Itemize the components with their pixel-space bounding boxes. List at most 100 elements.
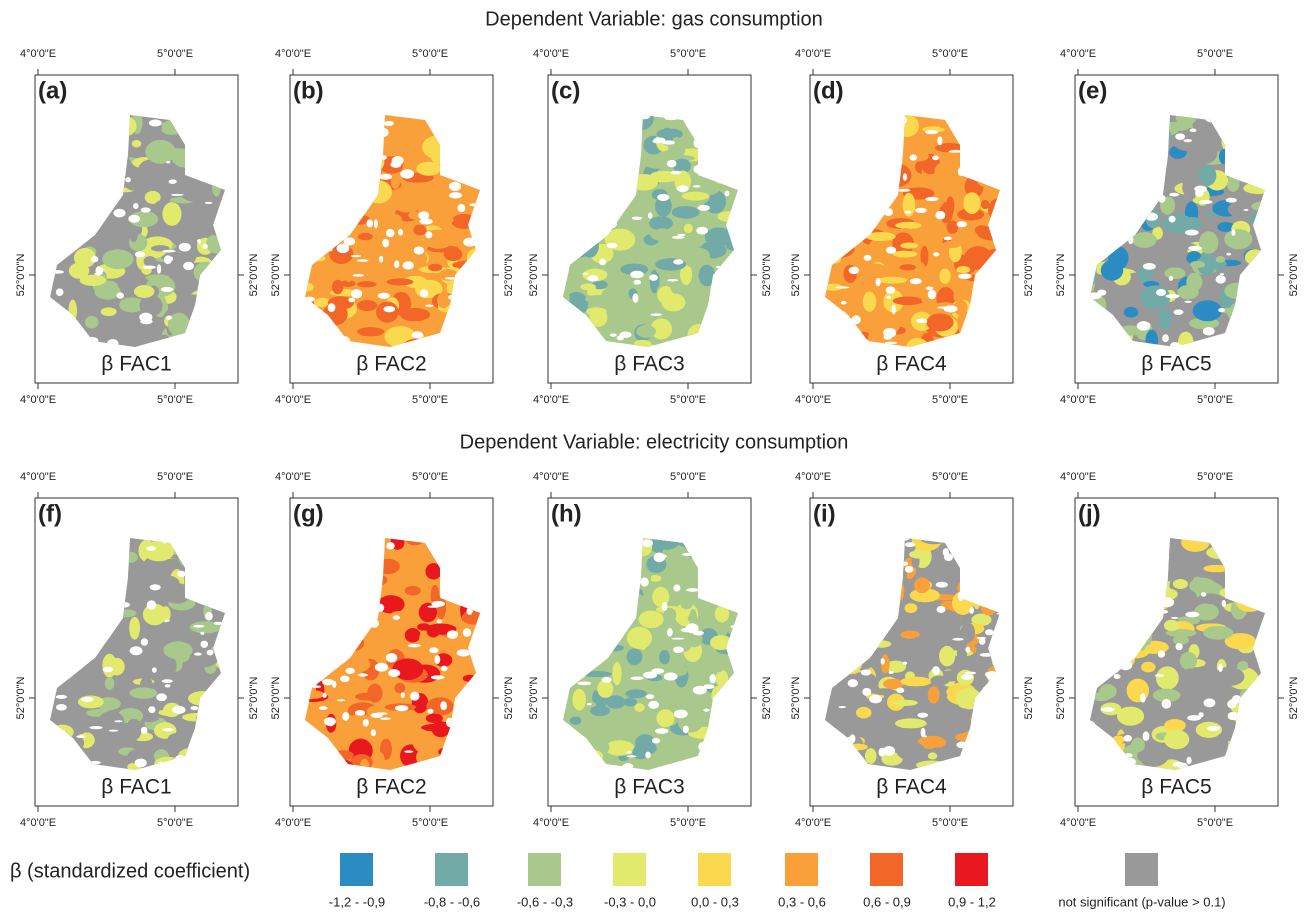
- gap: [128, 214, 141, 223]
- region: [846, 724, 874, 738]
- lon-label: 4°0'0"E: [20, 394, 56, 406]
- lon-label: 4°0'0"E: [795, 394, 831, 406]
- gap: [673, 259, 684, 265]
- region: [161, 148, 191, 158]
- gap: [397, 228, 404, 236]
- region: [942, 240, 961, 249]
- region: [946, 220, 959, 234]
- gap: [343, 237, 356, 246]
- region: [936, 631, 950, 647]
- gap: [1195, 189, 1204, 197]
- lat-label: 52°0'0"N: [528, 254, 540, 297]
- region: [356, 281, 377, 288]
- region: [143, 540, 175, 562]
- region: [580, 283, 596, 291]
- region: [167, 259, 187, 275]
- region: [413, 224, 427, 236]
- map-panel: [34, 74, 239, 384]
- gap: [985, 629, 994, 636]
- lon-label: 4°0'0"E: [20, 471, 56, 483]
- map-panel: [289, 497, 494, 807]
- region: [971, 613, 992, 627]
- gap: [322, 678, 334, 686]
- gap: [1154, 674, 1164, 678]
- panel-letter: (j): [1078, 500, 1101, 527]
- gap: [383, 305, 396, 313]
- region: [1198, 165, 1217, 186]
- lat-label: 52°0'0"N: [248, 677, 260, 720]
- gap: [935, 210, 946, 220]
- legend-swatch: [340, 853, 373, 886]
- region: [939, 645, 956, 667]
- gap: [1100, 707, 1115, 712]
- gap: [1175, 643, 1183, 651]
- region: [850, 671, 878, 694]
- gap: [652, 138, 662, 144]
- panel-letter: (b): [293, 77, 324, 104]
- gap: [194, 652, 202, 656]
- gap: [411, 331, 424, 339]
- gap: [382, 238, 390, 248]
- gap: [1243, 208, 1249, 211]
- gap: [200, 631, 205, 635]
- gap: [98, 267, 104, 274]
- region: [681, 191, 710, 201]
- region: [1163, 619, 1180, 632]
- gap: [696, 226, 708, 235]
- region: [342, 262, 355, 282]
- gap: [949, 150, 962, 153]
- region: [864, 748, 877, 764]
- gap: [429, 647, 439, 654]
- region: [715, 669, 729, 688]
- region: [674, 687, 684, 710]
- map-panel: [547, 74, 752, 384]
- lon-label: 4°0'0"E: [20, 817, 56, 829]
- gap: [156, 264, 162, 274]
- gap: [1161, 698, 1172, 709]
- map-panel: [809, 74, 1014, 384]
- region: [927, 686, 940, 704]
- gap: [838, 705, 847, 709]
- gap: [213, 621, 223, 625]
- gap: [148, 119, 162, 127]
- region: [357, 327, 385, 337]
- region: [1152, 688, 1181, 703]
- region: [1213, 666, 1245, 686]
- region: [634, 703, 645, 712]
- gap: [114, 720, 123, 723]
- lat-label: 52°0'0"N: [503, 677, 515, 720]
- gap: [645, 751, 651, 759]
- gap: [134, 758, 147, 768]
- gap: [394, 705, 409, 712]
- region: [663, 607, 677, 622]
- gap: [943, 236, 952, 241]
- region: [421, 723, 450, 732]
- region: [855, 706, 872, 719]
- gap: [1162, 334, 1169, 343]
- region: [635, 679, 647, 688]
- region: [917, 735, 947, 750]
- gap: [373, 219, 378, 229]
- lon-label: 5°0'0"E: [1197, 817, 1233, 829]
- gap: [692, 185, 701, 188]
- gap: [370, 729, 377, 737]
- region: [100, 307, 117, 317]
- region: [680, 263, 693, 285]
- gap: [583, 272, 589, 275]
- gap: [927, 289, 937, 300]
- gap: [1113, 673, 1121, 680]
- region: [1164, 267, 1186, 279]
- lat-label: 52°0'0"N: [528, 677, 540, 720]
- region: [417, 623, 431, 631]
- gap: [362, 718, 369, 727]
- gap: [1227, 699, 1237, 709]
- region: [902, 615, 913, 632]
- gap: [456, 649, 471, 657]
- gap: [89, 726, 103, 730]
- panel-label: β FAC3: [614, 776, 684, 799]
- gap: [653, 552, 666, 563]
- gap: [446, 630, 459, 639]
- region: [392, 581, 409, 595]
- legend-label: -0,6 - -0,3: [517, 894, 573, 909]
- gap: [943, 305, 958, 313]
